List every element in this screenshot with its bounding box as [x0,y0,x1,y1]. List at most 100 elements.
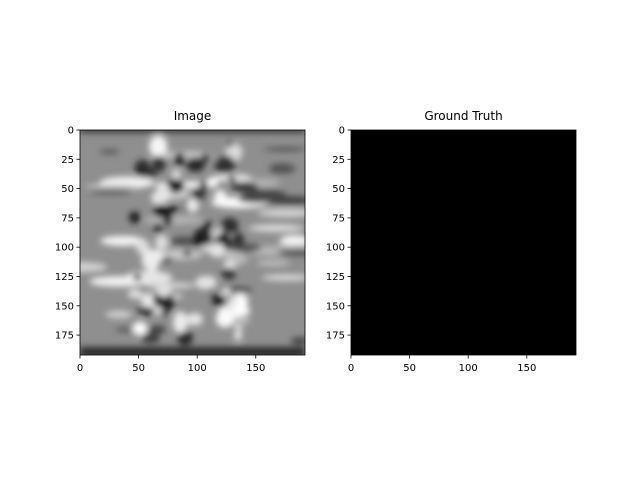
y-tick-label: 175 [55,331,74,342]
texture-streak [280,235,305,245]
texture-dark-blob [165,178,185,194]
x-tick-label: 150 [246,363,265,374]
texture-dark-blob [201,153,210,162]
ground-truth-panel: Ground Truth 0 50 100 150 0 25 50 75 100 125 150 175 [326,109,577,374]
texture-dark-blob [153,223,163,234]
texture-dark-blob [154,204,167,218]
texture-dark-blob [227,140,233,147]
texture-dark-blob [133,273,142,282]
axes-frame [350,129,577,356]
texture-shadow [223,287,253,293]
y-tick-label: 100 [326,243,345,254]
x-tick-label: 100 [459,363,478,374]
texture-shadow [140,332,161,344]
texture-bright-blob [214,189,227,202]
texture-shadow [277,248,305,257]
texture-streak [256,260,291,266]
texture-streak [261,274,305,281]
texture-rim-top [80,130,305,133]
x-tick-label: 50 [403,363,416,374]
texture-streak [143,215,205,225]
texture-dark-blob [186,157,205,172]
y-tick-label: 50 [332,184,345,195]
texture-shadow [115,326,136,333]
texture-dark-blob [231,232,245,247]
texture-bright-blob [209,243,226,258]
texture-shadow [88,189,133,194]
texture-bright-blob [223,260,237,271]
y-tick-label: 50 [61,184,74,195]
texture-bright-blob [215,309,234,328]
texture-streak [159,151,212,160]
y-tick-label: 125 [326,272,345,283]
texture-streak [100,235,146,247]
texture-streak [159,249,203,260]
texture-dark-blob [142,307,155,316]
y-tick-label: 175 [326,331,345,342]
texture-dark-blob [192,186,206,201]
texture-shadow [99,149,120,155]
x-tick-label: 0 [77,363,83,374]
texture-rim-bottom [80,347,305,355]
y-tick-label: 75 [332,213,345,224]
texture-bright-blob [186,312,203,326]
x-tick-label: 0 [348,363,354,374]
image-panel: Image 0 50 100 150 0 25 50 75 100 125 150 175 [55,109,306,374]
texture-shadow [231,182,259,192]
texture-dark-blob [177,330,193,346]
ground-truth-mask [351,130,576,355]
texture-dark-blob [128,211,141,224]
texture-dark-blob [211,294,222,305]
texture-bright-blob [149,135,168,158]
texture-shadow [169,236,199,246]
image-texture [80,130,305,355]
texture-dark-blob [228,175,236,183]
axes-frame [79,129,306,356]
texture-shadow [243,189,287,201]
texture-dark-blob [220,217,239,235]
texture-bright-blob [226,301,236,313]
texture-streak [89,276,149,287]
y-tick-label: 25 [61,155,74,166]
texture-streak [80,262,108,273]
texture-bright-blob [234,324,243,333]
texture-bright-blob [156,283,172,298]
panel-title: Ground Truth [424,109,502,123]
texture-shadow [290,337,305,345]
texture-bright-blob [173,311,188,334]
texture-dark-blob [163,211,173,226]
texture-shadow [263,147,305,152]
texture-streak [248,224,305,232]
texture-shadow [268,163,296,174]
texture-dark-blob [214,155,236,174]
texture-bright-blob [234,332,242,341]
texture-bright-blob [141,296,156,308]
panel-title: Image [174,109,212,123]
texture-bright-blob [222,288,231,295]
texture-dark-blob [167,205,178,214]
texture-shadow [226,243,262,253]
texture-bright-blob [155,234,169,251]
x-tick-label: 100 [188,363,207,374]
texture-bright-blob [127,288,142,299]
texture-bright-blob [171,168,182,181]
texture-bright-blob [156,183,171,204]
texture-streak [105,310,133,319]
texture-shadow [149,325,166,334]
y-tick-label: 100 [55,243,74,254]
texture-dark-blob [182,250,192,257]
y-tick-label: 150 [326,301,345,312]
texture-dark-blob [173,152,186,166]
x-tick-label: 50 [132,363,145,374]
y-tick-label: 0 [339,126,345,137]
y-tick-label: 125 [55,272,74,283]
y-tick-label: 25 [332,155,345,166]
texture-streak [85,184,135,190]
texture-dark-blob [192,233,205,247]
texture-streak [257,208,305,218]
y-tick-label: 75 [61,213,74,224]
texture-bright-blob [135,239,150,255]
x-tick-label: 150 [517,363,536,374]
